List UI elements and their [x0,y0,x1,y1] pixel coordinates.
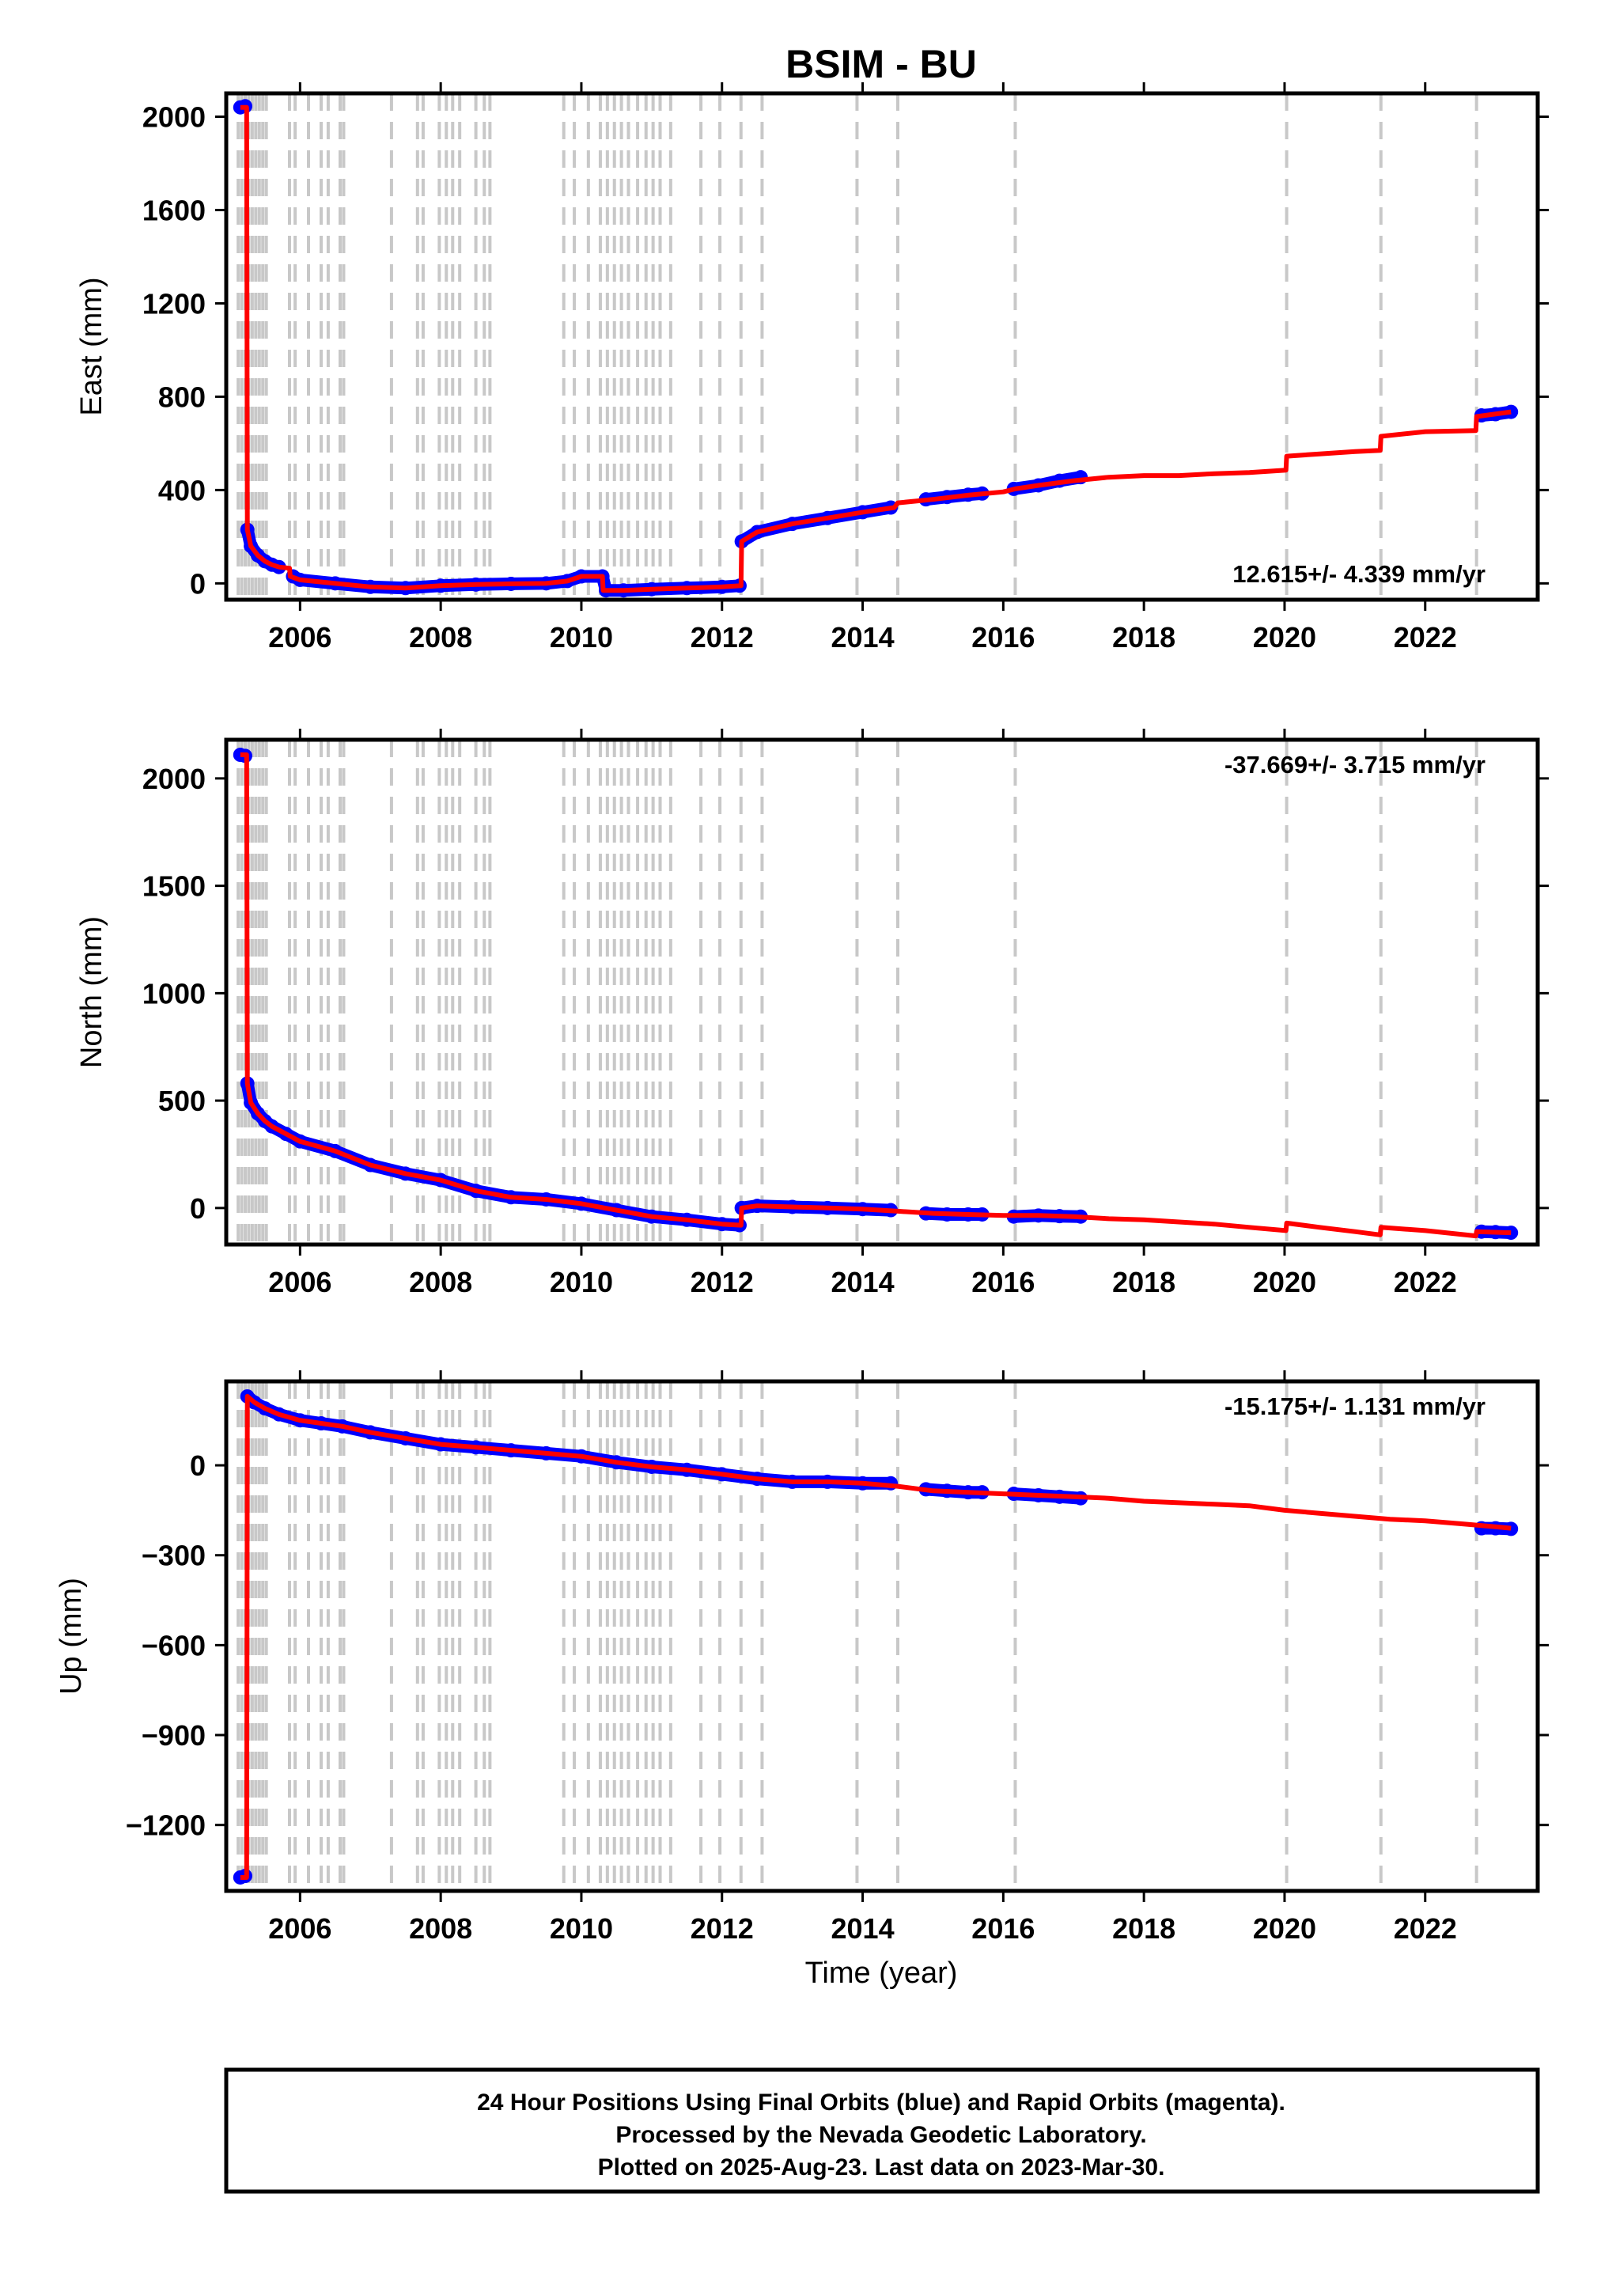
east-plot-frame [224,91,1540,602]
up-ticks: 2006 2008 2010 2012 2014 2016 2018 2020 2022 0 −30… [126,1370,1549,1945]
east-axis-title: East (mm) [75,277,108,415]
north-axis-title: North (mm) [75,916,108,1068]
y-tick-label: 2000 [142,100,206,133]
x-tick-label: 2012 [691,1266,754,1298]
x-tick-label: 2018 [1112,1912,1175,1945]
final-orbit-point [1504,1226,1519,1241]
x-tick-label: 2018 [1112,621,1175,654]
x-tick-label: 2006 [268,1912,331,1945]
x-tick-label: 2020 [1253,1912,1316,1945]
final-orbit-point [1504,1521,1519,1536]
x-tick-label: 2008 [409,1912,472,1945]
north-rate-label: -37.669+/- 3.715 mm/yr [1224,751,1486,779]
y-tick-label: 1200 [142,287,206,320]
y-tick-label: 1500 [142,870,206,903]
chart-title: BSIM - BU [785,42,977,86]
x-axis-title: Time (year) [805,1957,958,1990]
up-plot-frame [224,1379,1540,1893]
y-tick-label: −600 [142,1629,206,1661]
x-tick-label: 2010 [550,1912,613,1945]
y-tick-label: −300 [142,1540,206,1572]
east-ticks: 2006 2008 2010 2012 2014 2016 2018 2020 2022 0 400… [142,82,1549,654]
x-tick-label: 2016 [971,621,1035,654]
up-rate-label: -15.175+/- 1.131 mm/yr [1224,1392,1486,1420]
x-tick-label: 2014 [831,621,895,654]
y-tick-label: 1000 [142,977,206,1010]
footer-line-3: Plotted on 2025-Aug-23. Last data on 202… [598,2154,1165,2180]
y-tick-label: 2000 [142,763,206,795]
north-panel: 2006 2008 2010 2012 2014 2016 2018 2020 2022 0 500… [75,729,1549,1298]
y-tick-label: 500 [158,1085,206,1117]
x-tick-label: 2010 [550,1266,613,1298]
x-tick-label: 2016 [971,1912,1035,1945]
x-tick-label: 2022 [1394,621,1457,654]
y-tick-label: 1600 [142,194,206,226]
north-data [233,748,1519,1241]
footer-line-2: Processed by the Nevada Geodetic Laborat… [615,2122,1146,2148]
x-tick-label: 2018 [1112,1266,1175,1298]
y-tick-label: −1200 [126,1809,206,1842]
up-axis-title: Up (mm) [55,1578,88,1695]
x-tick-label: 2012 [691,1912,754,1945]
footer-box: 24 Hour Positions Using Final Orbits (bl… [224,2067,1540,2194]
x-tick-label: 2008 [409,1266,472,1298]
east-rate-label: 12.615+/- 4.339 mm/yr [1232,560,1486,588]
x-tick-label: 2006 [268,1266,331,1298]
x-tick-label: 2016 [971,1266,1035,1298]
x-tick-label: 2010 [550,621,613,654]
x-tick-label: 2022 [1394,1912,1457,1945]
up-panel: 2006 2008 2010 2012 2014 2016 2018 2020 2022 0 −30… [55,1370,1549,1945]
model-line [240,1393,1512,1880]
north-ticks: 2006 2008 2010 2012 2014 2016 2018 2020 2022 0 500… [142,729,1549,1298]
model-line [240,752,1512,1239]
up-data [233,1389,1519,1885]
y-tick-label: 800 [158,381,206,413]
y-tick-label: 400 [158,474,206,506]
east-data [233,99,1519,598]
x-tick-label: 2012 [691,621,754,654]
final-orbit-point [1504,404,1519,419]
x-tick-label: 2022 [1394,1266,1457,1298]
x-tick-label: 2008 [409,621,472,654]
y-tick-label: 0 [190,1449,206,1482]
y-tick-label: 0 [190,1192,206,1225]
x-tick-label: 2020 [1253,621,1316,654]
x-tick-label: 2014 [831,1912,895,1945]
model-line [240,104,1512,593]
y-tick-label: −900 [142,1719,206,1752]
east-panel: 2006 2008 2010 2012 2014 2016 2018 2020 2022 0 400… [75,82,1549,654]
x-tick-label: 2014 [831,1266,895,1298]
footer-line-1: 24 Hour Positions Using Final Orbits (bl… [477,2090,1285,2116]
x-tick-label: 2006 [268,621,331,654]
footer-frame [224,2067,1540,2194]
x-tick-label: 2020 [1253,1266,1316,1298]
y-tick-label: 0 [190,567,206,600]
